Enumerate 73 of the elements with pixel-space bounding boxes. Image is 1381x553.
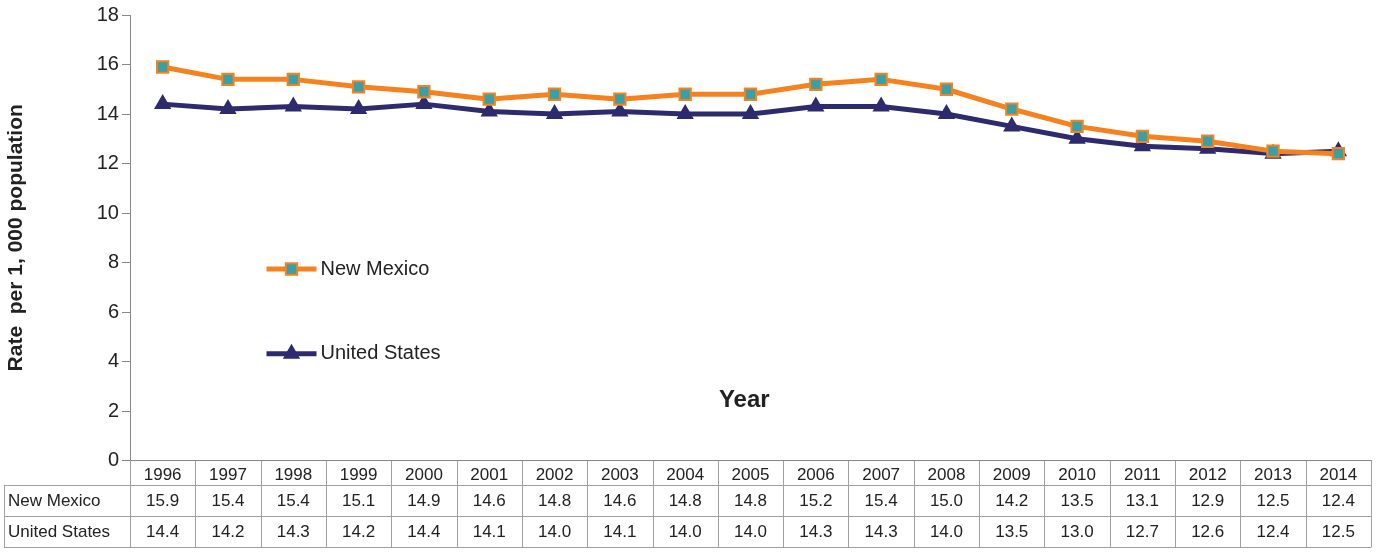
data-label: 12.7 <box>1125 521 1159 541</box>
data-label: 14.8 <box>733 490 768 510</box>
data-label: 15.4 <box>211 490 245 510</box>
legend-label: New Mexico <box>320 256 430 279</box>
data-label: 15.0 <box>929 490 963 510</box>
x-tick-label: 2008 <box>927 465 966 485</box>
x-tick-label: 2014 <box>1319 465 1358 485</box>
y-tick-label: 16 <box>96 52 119 75</box>
x-tick-label: 1999 <box>339 465 378 485</box>
data-label: 14.4 <box>146 521 180 541</box>
x-tick-label: 2013 <box>1254 465 1292 485</box>
data-label: 15.9 <box>146 490 180 510</box>
data-label: 15.4 <box>276 490 310 510</box>
x-tick-label: 2005 <box>731 465 770 485</box>
data-label: 14.3 <box>276 521 310 541</box>
y-tick-label: 6 <box>107 299 119 322</box>
data-label: 14.3 <box>799 521 833 541</box>
data-label: 14.6 <box>603 490 637 510</box>
y-tick-label: 4 <box>107 349 119 372</box>
data-label: 14.0 <box>538 521 572 541</box>
data-label: 13.5 <box>995 521 1029 541</box>
data-label: 15.2 <box>799 490 833 510</box>
y-tick-label: 18 <box>96 2 119 25</box>
x-tick-label: 2011 <box>1124 465 1161 485</box>
data-label: 12.4 <box>1256 521 1290 541</box>
x-tick-label: 2001 <box>470 465 509 485</box>
data-label: 12.4 <box>1321 490 1355 510</box>
data-label: 12.6 <box>1191 521 1225 541</box>
y-tick-label: 14 <box>96 101 119 124</box>
x-tick-label: 2009 <box>992 465 1031 485</box>
x-tick-label: 1998 <box>274 465 313 485</box>
y-tick-label: 8 <box>107 250 119 273</box>
x-tick-label: 2004 <box>666 465 705 485</box>
x-tick-label: 2007 <box>862 465 901 485</box>
data-label: 14.6 <box>472 490 506 510</box>
data-label: 14.8 <box>668 490 702 510</box>
data-label: 12.5 <box>1321 521 1355 541</box>
x-tick-label: 2000 <box>405 465 443 485</box>
y-tick-label: 0 <box>107 448 119 471</box>
x-tick-label: 2003 <box>600 465 639 485</box>
data-label: 13.0 <box>1060 521 1094 541</box>
data-label: 14.2 <box>342 521 376 541</box>
y-tick-label: 10 <box>96 200 119 223</box>
x-tick-label: 2002 <box>535 465 574 485</box>
legend-label: United States <box>320 341 441 364</box>
data-label: 14.1 <box>603 521 637 541</box>
text: United States <box>8 521 111 541</box>
data-label: 14.9 <box>407 490 441 510</box>
y-axis-title: Rate per 1, 000 population <box>3 104 27 372</box>
data-label: 13.1 <box>1125 490 1159 510</box>
data-label: 14.2 <box>211 521 245 541</box>
x-tick-label: 1996 <box>143 465 182 485</box>
data-label: 14.8 <box>538 490 572 510</box>
x-tick-label: 2012 <box>1188 465 1227 485</box>
data-label: 15.4 <box>864 490 898 510</box>
x-tick-label: 1997 <box>209 465 247 485</box>
data-label: 13.5 <box>1060 490 1094 510</box>
x-axis-title: Year <box>718 385 770 413</box>
data-label: 14.4 <box>407 521 441 541</box>
y-tick-label: 12 <box>96 151 119 174</box>
data-label: 14.2 <box>995 490 1029 510</box>
data-label: 14.3 <box>864 521 898 541</box>
data-label: 14.0 <box>668 521 702 541</box>
data-label: 12.9 <box>1191 490 1225 510</box>
x-tick-label: 2010 <box>1058 465 1096 485</box>
data-label: 14.1 <box>472 521 506 541</box>
data-label: 14.0 <box>733 521 768 541</box>
text: New Mexico <box>8 490 101 510</box>
y-tick-label: 2 <box>107 398 119 421</box>
x-tick-label: 2006 <box>796 465 835 485</box>
data-label: 12.5 <box>1256 490 1290 510</box>
data-label: 14.0 <box>929 521 963 541</box>
data-label: 15.1 <box>342 490 376 510</box>
